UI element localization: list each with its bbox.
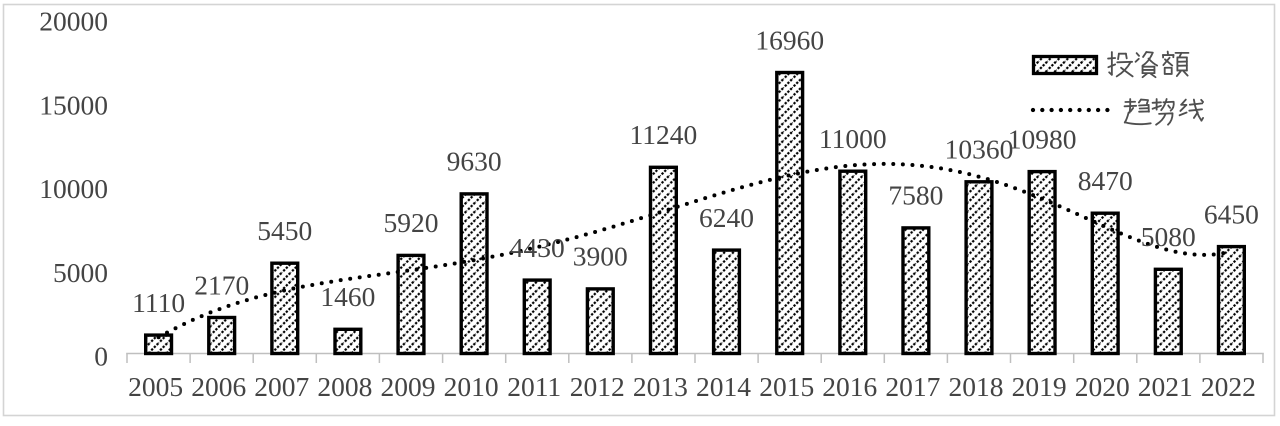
svg-text:7580: 7580 <box>888 180 943 211</box>
svg-text:2014: 2014 <box>696 371 751 402</box>
svg-text:10980: 10980 <box>1008 123 1077 154</box>
svg-text:2019: 2019 <box>1012 371 1067 402</box>
svg-text:10360: 10360 <box>945 134 1014 165</box>
svg-text:2006: 2006 <box>191 371 246 402</box>
svg-text:2018: 2018 <box>949 371 1004 402</box>
svg-text:2005: 2005 <box>128 371 183 402</box>
svg-text:20000: 20000 <box>39 6 108 37</box>
svg-text:6240: 6240 <box>699 202 754 233</box>
svg-text:2012: 2012 <box>570 371 625 402</box>
svg-text:16960: 16960 <box>755 24 824 55</box>
svg-text:15000: 15000 <box>39 89 108 120</box>
svg-text:2013: 2013 <box>633 371 688 402</box>
svg-text:11000: 11000 <box>819 123 887 154</box>
svg-text:5000: 5000 <box>53 257 108 288</box>
svg-text:2007: 2007 <box>254 371 309 402</box>
svg-text:2021: 2021 <box>1138 371 1193 402</box>
svg-text:5450: 5450 <box>257 215 312 246</box>
svg-text:11240: 11240 <box>630 119 698 150</box>
svg-text:1460: 1460 <box>320 281 375 312</box>
svg-text:2010: 2010 <box>444 371 499 402</box>
svg-text:8470: 8470 <box>1078 165 1133 196</box>
svg-text:2008: 2008 <box>317 371 372 402</box>
svg-text:2022: 2022 <box>1201 371 1256 402</box>
svg-text:0: 0 <box>94 341 108 372</box>
svg-text:2020: 2020 <box>1075 371 1130 402</box>
svg-text:2011: 2011 <box>507 371 561 402</box>
svg-text:1110: 1110 <box>132 287 185 318</box>
svg-text:10000: 10000 <box>39 173 108 204</box>
svg-text:3900: 3900 <box>573 241 628 272</box>
svg-text:4430: 4430 <box>510 232 565 263</box>
svg-text:2015: 2015 <box>759 371 814 402</box>
svg-text:2016: 2016 <box>822 371 877 402</box>
svg-text:2017: 2017 <box>885 371 940 402</box>
svg-text:6450: 6450 <box>1204 198 1259 229</box>
svg-text:2170: 2170 <box>194 269 249 300</box>
svg-text:5080: 5080 <box>1141 221 1196 252</box>
svg-text:2009: 2009 <box>381 371 436 402</box>
svg-text:5920: 5920 <box>384 207 439 238</box>
svg-text:9630: 9630 <box>447 146 502 177</box>
